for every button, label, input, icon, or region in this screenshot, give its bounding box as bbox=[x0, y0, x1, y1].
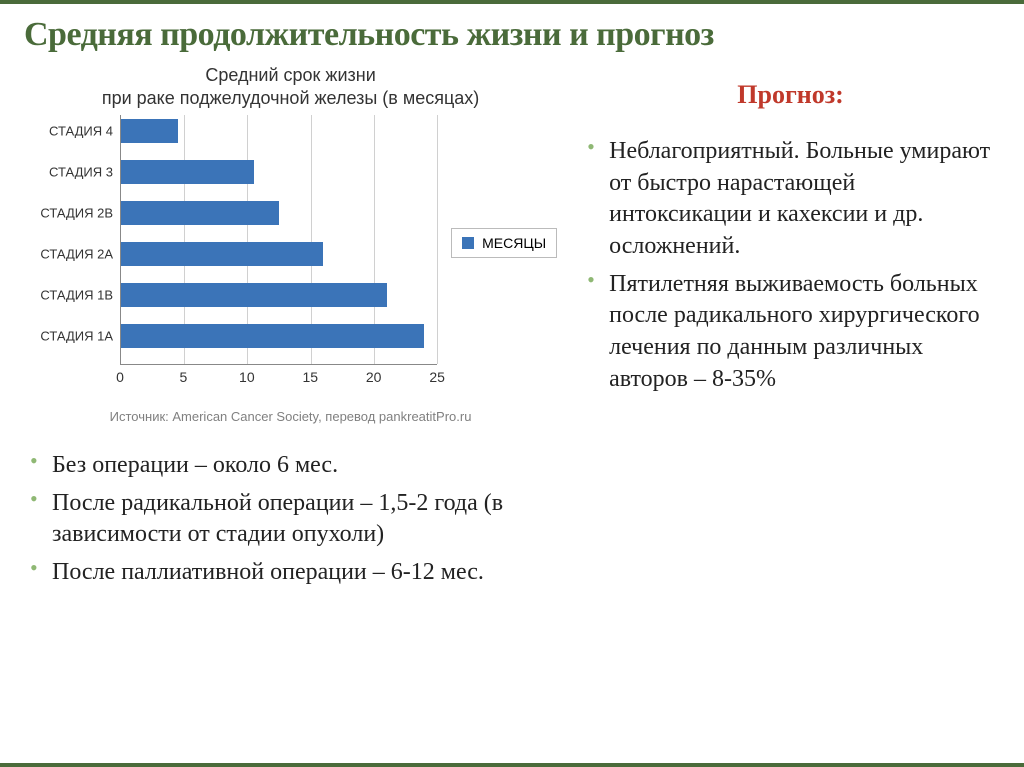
list-item: После радикальной операции – 1,5-2 года … bbox=[24, 488, 557, 551]
left-bullet-list: Без операции – около 6 мес. После радикал… bbox=[24, 450, 557, 589]
x-tick: 25 bbox=[429, 369, 445, 385]
x-tick: 15 bbox=[302, 369, 318, 385]
x-axis-ticks: 0510152025 bbox=[120, 369, 437, 391]
chart-source: Источник: American Cancer Society, перев… bbox=[24, 409, 557, 424]
bar-chart: СТАДИЯ 4 СТАДИЯ 3 СТАДИЯ 2В СТАДИЯ 2А СТАДИЯ… bbox=[24, 115, 557, 405]
bar bbox=[121, 283, 387, 307]
y-axis-label: СТАДИЯ 3 bbox=[49, 165, 113, 180]
bar-row: СТАДИЯ 3 bbox=[121, 160, 254, 184]
bar bbox=[121, 160, 254, 184]
list-item: Пятилетняя выживаемость больных после ра… bbox=[581, 269, 1000, 396]
columns: Средний срок жизни при раке поджелудочно… bbox=[24, 64, 1000, 595]
y-axis-label: СТАДИЯ 4 bbox=[49, 124, 113, 139]
bar-row: СТАДИЯ 2А bbox=[121, 242, 323, 266]
bar-row: СТАДИЯ 1В bbox=[121, 283, 387, 307]
bar bbox=[121, 242, 323, 266]
list-item: Без операции – около 6 мес. bbox=[24, 450, 557, 482]
prognosis-heading: Прогноз: bbox=[737, 80, 844, 109]
right-bullet-list: Неблагоприятный. Больные умирают от быст… bbox=[581, 136, 1000, 395]
bar-row: СТАДИЯ 2В bbox=[121, 201, 279, 225]
legend-swatch bbox=[462, 237, 474, 249]
bar-row: СТАДИЯ 1А bbox=[121, 324, 424, 348]
bar bbox=[121, 201, 279, 225]
left-column: Средний срок жизни при раке поджелудочно… bbox=[24, 64, 557, 595]
x-tick: 5 bbox=[180, 369, 188, 385]
x-tick: 20 bbox=[366, 369, 382, 385]
list-item: Неблагоприятный. Больные умирают от быст… bbox=[581, 136, 1000, 263]
bar bbox=[121, 119, 178, 143]
list-item: После паллиативной операции – 6-12 мес. bbox=[24, 557, 557, 589]
y-axis-label: СТАДИЯ 1А bbox=[40, 329, 113, 344]
grid-line bbox=[437, 115, 438, 364]
legend-label: МЕСЯЦЫ bbox=[482, 235, 546, 251]
page-title: Средняя продолжительность жизни и прогно… bbox=[24, 16, 1000, 54]
bar-row: СТАДИЯ 4 bbox=[121, 119, 178, 143]
x-tick: 10 bbox=[239, 369, 255, 385]
x-tick: 0 bbox=[116, 369, 124, 385]
y-axis-label: СТАДИЯ 2А bbox=[40, 247, 113, 262]
bar bbox=[121, 324, 424, 348]
right-column: Прогноз: Неблагоприятный. Больные умираю… bbox=[581, 64, 1000, 595]
chart-title: Средний срок жизни при раке поджелудочно… bbox=[24, 64, 557, 109]
chart-legend: МЕСЯЦЫ bbox=[451, 228, 557, 258]
y-axis-label: СТАДИЯ 1В bbox=[40, 288, 113, 303]
y-axis-label: СТАДИЯ 2В bbox=[40, 206, 113, 221]
plot-area: СТАДИЯ 4 СТАДИЯ 3 СТАДИЯ 2В СТАДИЯ 2А СТАДИЯ… bbox=[120, 115, 437, 365]
